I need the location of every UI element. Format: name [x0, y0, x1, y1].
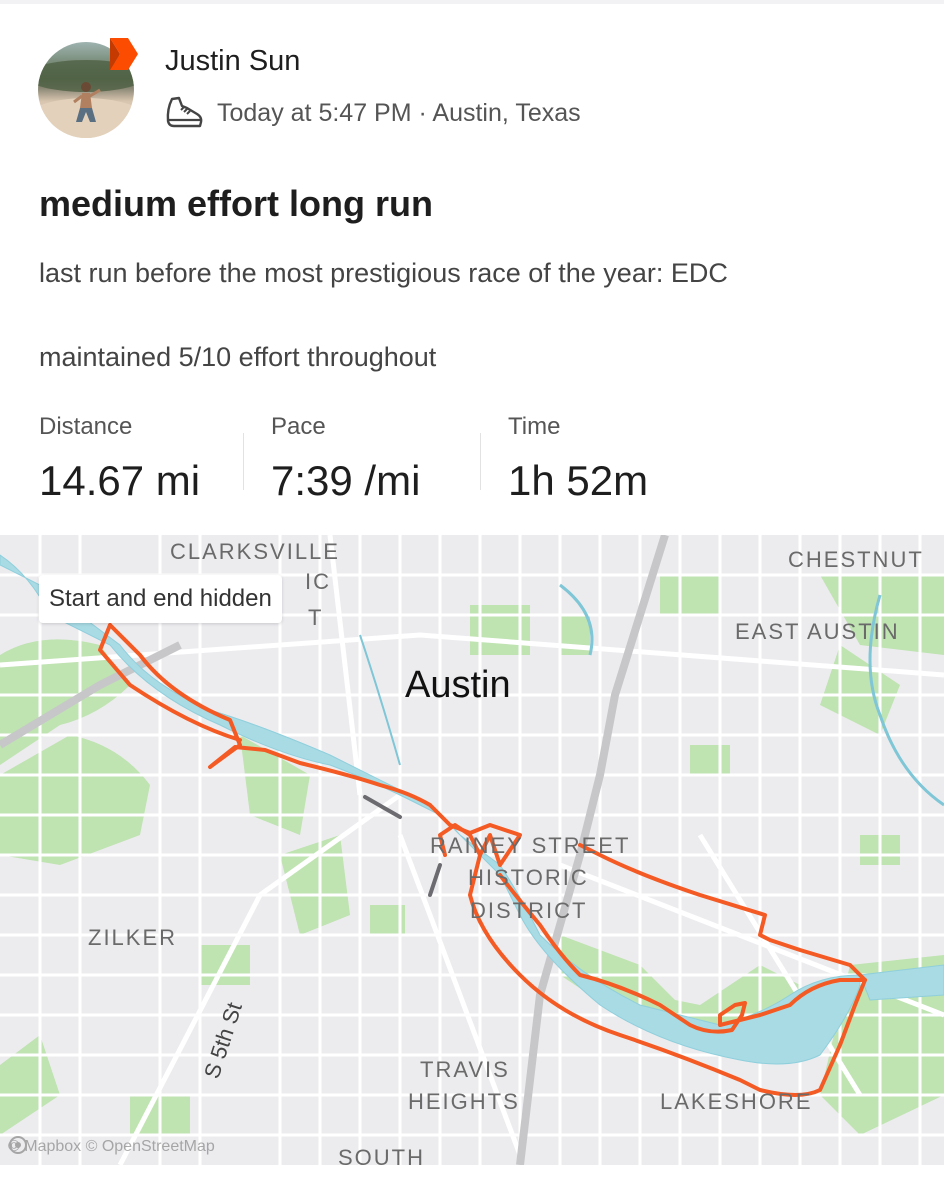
highways	[0, 535, 669, 1165]
label-rainey-1: RAINEY STREET	[430, 833, 630, 858]
label-clarksville-2: IC	[305, 569, 331, 594]
avatar[interactable]	[38, 38, 138, 142]
stat-pace-value: 7:39 /mi	[271, 457, 421, 504]
attribution-text: © Mapbox © OpenStreetMap	[8, 1138, 215, 1155]
stat-time: Time 1h 52m	[508, 413, 648, 505]
stat-divider	[243, 433, 244, 490]
label-travis-1: TRAVIS	[420, 1057, 510, 1082]
running-shoe-icon	[166, 96, 203, 128]
activity-description-line-1: last run before the most prestigious rac…	[39, 258, 728, 288]
map-labels: CLARKSVILLE IC T CHESTNUT EAST AUSTIN Au…	[88, 539, 924, 1165]
stat-distance: Distance 14.67 mi	[39, 413, 200, 505]
label-travis-2: HEIGHTS	[408, 1089, 520, 1114]
stat-pace-label: Pace	[271, 413, 326, 440]
stat-distance-label: Distance	[39, 413, 133, 440]
activity-title[interactable]: medium effort long run	[39, 183, 433, 224]
activity-time-location: Today at 5:47 PM · Austin, Texas	[217, 98, 581, 127]
stat-divider	[480, 433, 481, 490]
label-south: SOUTH	[338, 1145, 425, 1165]
top-divider	[0, 0, 944, 4]
stat-time-value: 1h 52m	[508, 457, 649, 504]
label-chestnut: CHESTNUT	[788, 547, 924, 572]
label-rainey-2: HISTORIC	[468, 865, 589, 890]
stat-pace: Pace 7:39 /mi	[271, 413, 420, 505]
activity-meta: Today at 5:47 PM · Austin, Texas	[163, 95, 581, 131]
label-clarksville-3: T	[308, 605, 323, 630]
activity-route	[98, 623, 867, 1097]
stat-distance-value: 14.67 mi	[39, 457, 201, 504]
label-clarksville: CLARKSVILLE	[170, 539, 340, 564]
athlete-name[interactable]: Justin Sun	[165, 45, 301, 77]
activity-description-line-2: maintained 5/10 effort throughout	[39, 342, 437, 372]
route-hidden-segments	[363, 795, 442, 897]
stat-time-label: Time	[508, 413, 561, 440]
map-attribution[interactable]: © Mapbox © OpenStreetMap	[8, 1135, 215, 1159]
privacy-hidden-badge: Start and end hidden	[39, 575, 282, 623]
label-street: S 5th St	[199, 999, 247, 1081]
label-zilker: ZILKER	[88, 925, 177, 950]
mapbox-logo-icon	[9, 1136, 27, 1154]
label-austin: Austin	[405, 664, 511, 706]
label-lakeshore: LAKESHORE	[660, 1089, 813, 1114]
route-map[interactable]: CLARKSVILLE IC T CHESTNUT EAST AUSTIN Au…	[0, 535, 944, 1165]
label-rainey-3: DISTRICT	[470, 898, 587, 923]
water-bodies	[0, 554, 944, 1065]
label-east-austin: EAST AUSTIN	[735, 619, 900, 644]
subscriber-chevron-icon	[104, 36, 144, 72]
